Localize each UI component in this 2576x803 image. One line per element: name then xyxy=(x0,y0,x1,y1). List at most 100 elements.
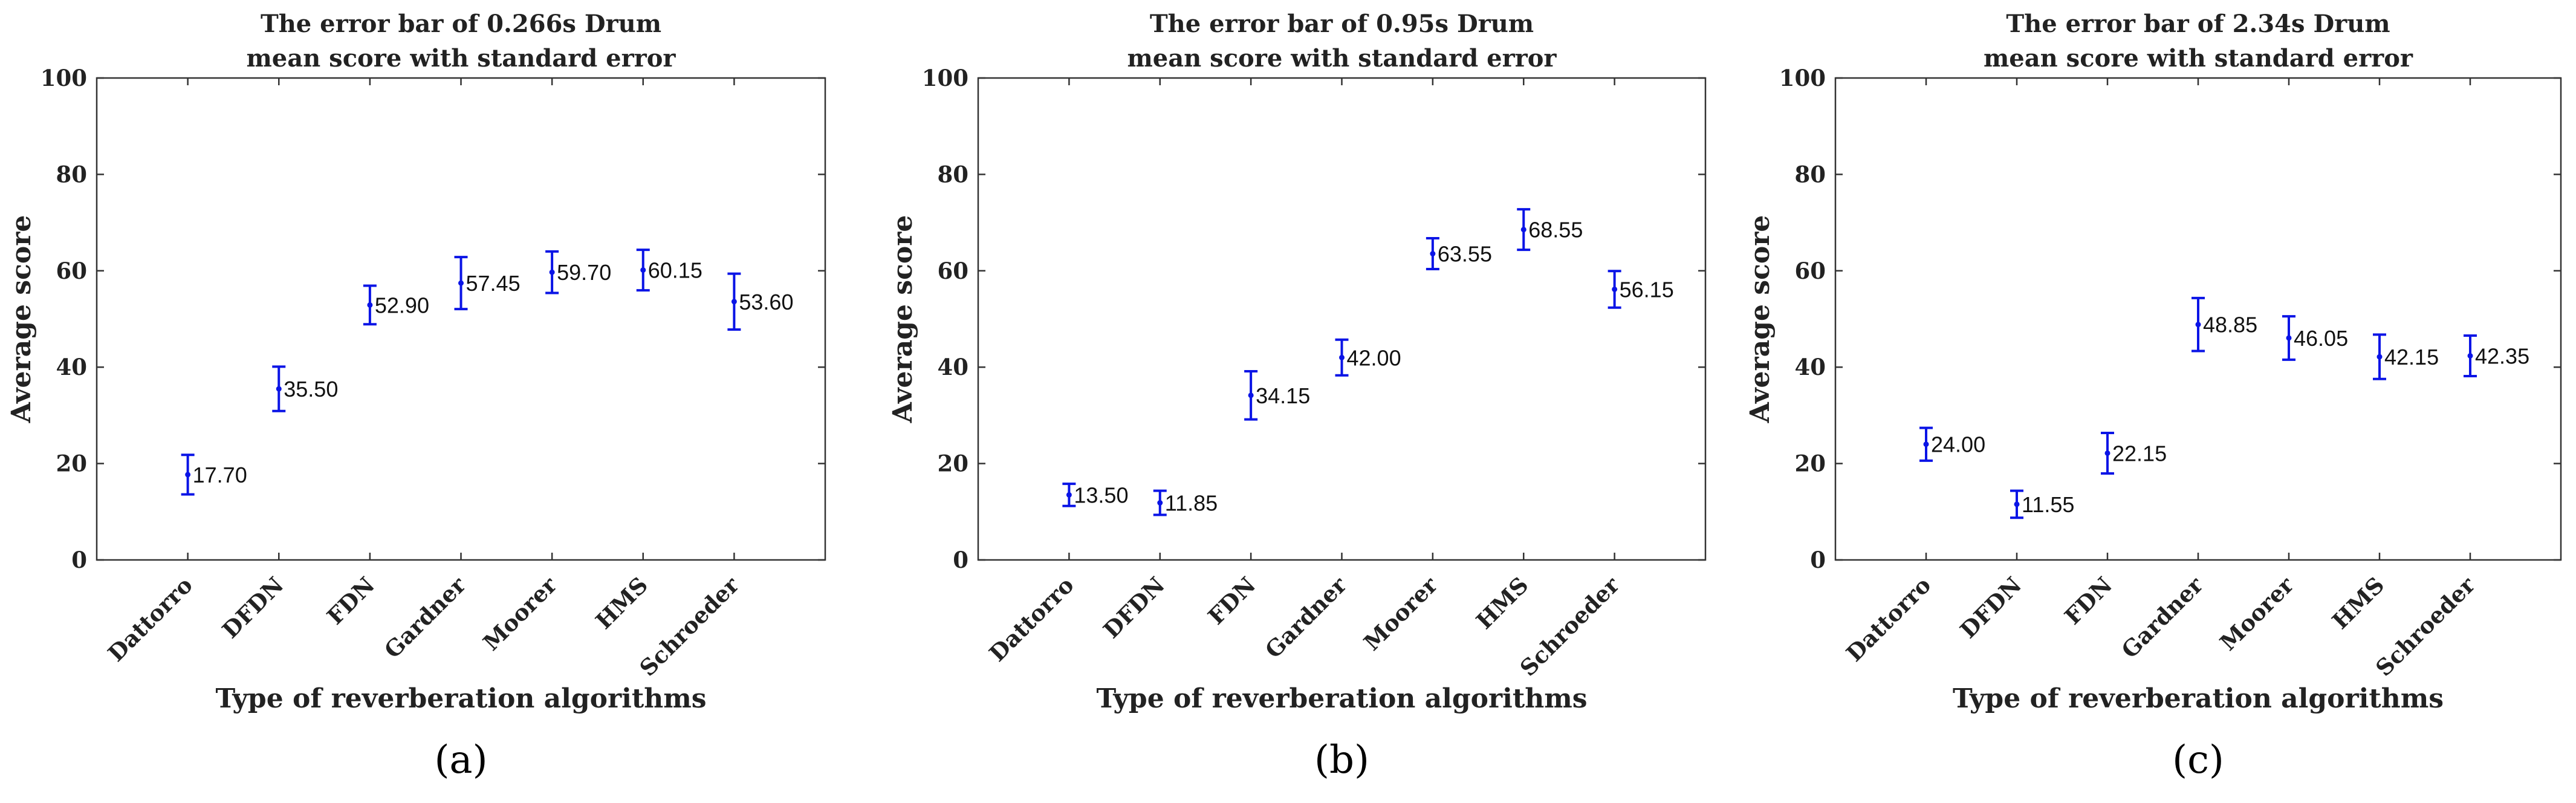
panel-label: (a) xyxy=(434,738,487,782)
y-tick-label: 20 xyxy=(1795,450,1826,477)
panel-label: (b) xyxy=(1314,738,1369,782)
data-point-dfdn xyxy=(2014,501,2020,507)
data-label-moorer: 63.55 xyxy=(1438,242,1492,267)
data-label-gardner: 57.45 xyxy=(466,271,521,296)
data-point-fdn xyxy=(2104,450,2110,456)
category-label-gardner: Gardner xyxy=(1260,571,1352,663)
y-tick-label: 100 xyxy=(922,65,968,91)
y-axis-label: Average score xyxy=(6,215,37,424)
category-label-dfdn: DFDN xyxy=(217,571,289,643)
x-axis-label: Type of reverberation algorithms xyxy=(1953,683,2444,714)
data-label-hms: 68.55 xyxy=(1528,218,1583,242)
data-label-gardner: 42.00 xyxy=(1347,345,1401,370)
data-point-schroeder xyxy=(1612,286,1618,292)
category-label-dfdn: DFDN xyxy=(1955,571,2026,643)
data-label-dattorro: 24.00 xyxy=(1931,432,1985,457)
data-label-fdn: 22.15 xyxy=(2112,441,2167,466)
data-label-hms: 60.15 xyxy=(648,258,702,283)
category-label-dattorro: Dattorro xyxy=(103,571,198,666)
data-label-dfdn: 11.85 xyxy=(1165,491,1218,516)
data-point-schroeder xyxy=(2467,353,2473,359)
y-tick-label: 0 xyxy=(953,547,968,573)
data-point-gardner xyxy=(1339,354,1345,360)
x-axis-label: Type of reverberation algorithms xyxy=(215,683,706,714)
data-label-fdn: 34.15 xyxy=(1256,383,1310,408)
y-tick-label: 80 xyxy=(1795,161,1826,187)
data-point-dattorro xyxy=(1066,492,1072,498)
data-point-fdn xyxy=(1248,392,1254,398)
data-point-dattorro xyxy=(185,472,191,478)
data-label-dattorro: 17.70 xyxy=(193,463,247,487)
category-label-dattorro: Dattorro xyxy=(1841,571,1936,666)
y-tick-label: 60 xyxy=(56,258,88,284)
chart-title-line1: The error bar of 2.34s Drum xyxy=(2006,10,2390,38)
data-label-schroeder: 42.35 xyxy=(2475,343,2529,368)
category-label-gardner: Gardner xyxy=(379,571,471,663)
chart-panel-2: The error bar of 0.95s Drum mean score wi… xyxy=(887,10,1707,782)
y-tick-label: 20 xyxy=(938,450,969,477)
chart-panel-3: The error bar of 2.34s Drum mean score wi… xyxy=(1745,10,2562,782)
y-tick-label: 0 xyxy=(1810,547,1826,573)
data-label-fdn: 52.90 xyxy=(375,293,429,317)
chart-panel-1: The error bar of 0.266s Drum mean score w… xyxy=(6,10,826,782)
data-point-dattorro xyxy=(1923,441,1929,447)
y-axis-label: Average score xyxy=(1745,215,1776,424)
data-point-hms xyxy=(1520,227,1526,233)
y-tick-label: 80 xyxy=(56,161,88,187)
data-point-moorer xyxy=(549,269,555,275)
category-label-moorer: Moorer xyxy=(1358,571,1443,656)
y-tick-label: 100 xyxy=(1779,65,1826,91)
data-point-fdn xyxy=(367,302,373,308)
data-label-moorer: 46.05 xyxy=(2294,326,2348,351)
category-label-hms: HMS xyxy=(590,571,653,634)
data-point-hms xyxy=(2376,354,2383,360)
data-label-moorer: 59.70 xyxy=(557,260,611,285)
y-tick-label: 40 xyxy=(56,354,88,380)
panel-label: (c) xyxy=(2172,738,2224,782)
data-point-dfdn xyxy=(1157,500,1163,506)
data-label-dfdn: 35.50 xyxy=(284,377,338,402)
y-tick-label: 60 xyxy=(1795,258,1826,284)
chart-title-line2: mean score with standard error xyxy=(1127,44,1557,73)
category-label-dfdn: DFDN xyxy=(1098,571,1170,643)
data-point-moorer xyxy=(2286,335,2292,341)
x-axis-label: Type of reverberation algorithms xyxy=(1096,683,1587,714)
data-label-dattorro: 13.50 xyxy=(1074,483,1128,507)
plot-frame xyxy=(96,77,826,561)
data-point-schroeder xyxy=(731,299,737,305)
data-label-hms: 42.15 xyxy=(2384,345,2439,369)
data-point-gardner xyxy=(458,280,464,286)
category-label-gardner: Gardner xyxy=(2116,571,2208,663)
data-point-dfdn xyxy=(276,386,282,392)
chart-title-line1: The error bar of 0.266s Drum xyxy=(261,10,661,38)
category-label-schroeder: Schroeder xyxy=(1514,571,1624,681)
data-label-schroeder: 53.60 xyxy=(739,290,793,314)
chart-title-line2: mean score with standard error xyxy=(1984,44,2413,73)
data-point-hms xyxy=(640,267,646,273)
category-label-hms: HMS xyxy=(2327,571,2390,634)
data-label-schroeder: 56.15 xyxy=(1620,277,1674,302)
y-tick-label: 40 xyxy=(938,354,969,380)
y-axis-label: Average score xyxy=(887,215,918,424)
data-label-dfdn: 11.55 xyxy=(2022,492,2074,517)
category-label-fdn: FDN xyxy=(1202,571,1260,629)
data-point-gardner xyxy=(2195,322,2201,328)
chart-title-line2: mean score with standard error xyxy=(246,44,676,73)
y-tick-label: 0 xyxy=(71,547,87,573)
category-label-fdn: FDN xyxy=(2059,571,2117,629)
data-label-gardner: 48.85 xyxy=(2203,313,2257,337)
y-tick-label: 20 xyxy=(56,450,88,477)
y-tick-label: 40 xyxy=(1795,354,1826,380)
y-tick-label: 100 xyxy=(41,65,87,91)
category-label-hms: HMS xyxy=(1471,571,1534,634)
category-label-moorer: Moorer xyxy=(2214,571,2299,656)
y-tick-label: 60 xyxy=(938,258,969,284)
category-label-moorer: Moorer xyxy=(478,571,562,656)
category-label-fdn: FDN xyxy=(322,571,380,629)
chart-title-line1: The error bar of 0.95s Drum xyxy=(1150,10,1534,38)
category-label-schroeder: Schroeder xyxy=(634,571,744,681)
category-label-dattorro: Dattorro xyxy=(984,571,1079,666)
data-point-moorer xyxy=(1430,251,1436,257)
y-tick-label: 80 xyxy=(938,161,969,187)
